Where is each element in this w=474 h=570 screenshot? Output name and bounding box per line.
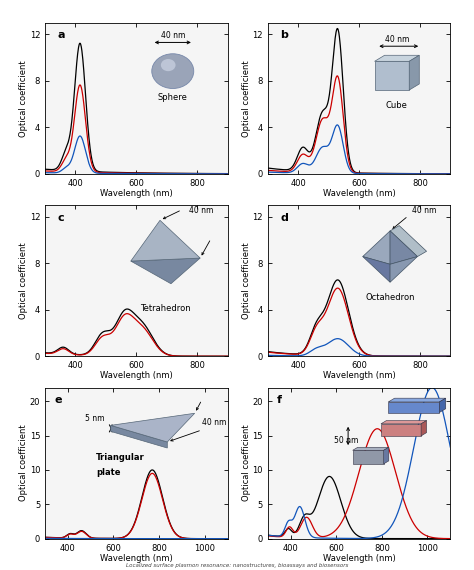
X-axis label: Wavelength (nm): Wavelength (nm) bbox=[323, 189, 395, 198]
Text: 40 nm: 40 nm bbox=[161, 31, 185, 40]
Y-axis label: Optical coefficient: Optical coefficient bbox=[19, 425, 28, 502]
Text: 40 nm: 40 nm bbox=[189, 206, 214, 215]
Text: 40 nm: 40 nm bbox=[202, 418, 227, 428]
Polygon shape bbox=[131, 258, 200, 284]
Polygon shape bbox=[131, 220, 200, 261]
Polygon shape bbox=[388, 402, 439, 413]
Polygon shape bbox=[353, 450, 383, 464]
Polygon shape bbox=[388, 398, 446, 402]
Text: plate: plate bbox=[96, 468, 120, 477]
Polygon shape bbox=[374, 62, 409, 90]
Polygon shape bbox=[381, 421, 427, 424]
Y-axis label: Optical coefficient: Optical coefficient bbox=[242, 425, 251, 502]
Text: e: e bbox=[54, 395, 62, 405]
Polygon shape bbox=[421, 421, 427, 436]
Text: Tetrahedron: Tetrahedron bbox=[140, 304, 191, 313]
Text: 40 nm: 40 nm bbox=[412, 206, 437, 215]
Text: c: c bbox=[58, 213, 64, 223]
Circle shape bbox=[152, 54, 194, 88]
X-axis label: Wavelength (nm): Wavelength (nm) bbox=[323, 372, 395, 381]
Polygon shape bbox=[390, 226, 427, 256]
Polygon shape bbox=[390, 231, 418, 264]
Text: d: d bbox=[281, 213, 289, 223]
Circle shape bbox=[161, 59, 175, 71]
X-axis label: Wavelength (nm): Wavelength (nm) bbox=[323, 554, 395, 563]
Polygon shape bbox=[381, 424, 421, 436]
Text: a: a bbox=[58, 30, 65, 40]
X-axis label: Wavelength (nm): Wavelength (nm) bbox=[100, 554, 173, 563]
Text: 5 nm: 5 nm bbox=[85, 414, 105, 423]
Text: Triangular: Triangular bbox=[96, 453, 145, 462]
X-axis label: Wavelength (nm): Wavelength (nm) bbox=[100, 189, 173, 198]
Text: Octahedron: Octahedron bbox=[365, 294, 415, 302]
Polygon shape bbox=[111, 425, 167, 448]
Text: Cube: Cube bbox=[386, 101, 408, 110]
Polygon shape bbox=[353, 447, 389, 450]
Y-axis label: Optical coefficient: Optical coefficient bbox=[19, 242, 28, 319]
Polygon shape bbox=[363, 256, 390, 282]
Text: 50 nm: 50 nm bbox=[334, 437, 358, 446]
Text: b: b bbox=[281, 30, 289, 40]
Text: f: f bbox=[277, 395, 282, 405]
Polygon shape bbox=[439, 398, 446, 413]
Polygon shape bbox=[383, 447, 389, 464]
Y-axis label: Optical coefficient: Optical coefficient bbox=[242, 242, 251, 319]
Polygon shape bbox=[363, 231, 390, 264]
Polygon shape bbox=[374, 55, 419, 62]
Polygon shape bbox=[409, 55, 419, 90]
Polygon shape bbox=[390, 256, 418, 282]
Text: Sphere: Sphere bbox=[158, 93, 188, 102]
Text: Localized surface plasmon resonance: nanostructures, bioassays and biosensors: Localized surface plasmon resonance: nan… bbox=[126, 563, 348, 568]
Y-axis label: Optical coefficient: Optical coefficient bbox=[242, 60, 251, 137]
Polygon shape bbox=[111, 413, 195, 442]
Text: 40 nm: 40 nm bbox=[385, 35, 409, 44]
X-axis label: Wavelength (nm): Wavelength (nm) bbox=[100, 372, 173, 381]
Y-axis label: Optical coefficient: Optical coefficient bbox=[19, 60, 28, 137]
